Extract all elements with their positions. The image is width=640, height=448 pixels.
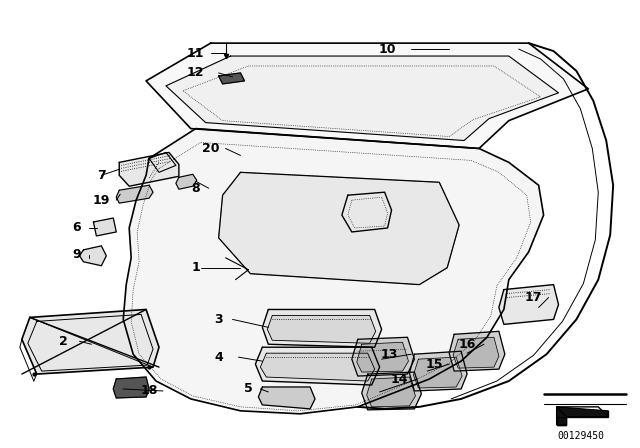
Polygon shape [410, 351, 467, 391]
Text: 11: 11 [187, 47, 205, 60]
Text: 14: 14 [391, 373, 408, 386]
Text: 7: 7 [97, 169, 106, 182]
Polygon shape [219, 73, 244, 84]
Text: 9: 9 [72, 248, 81, 261]
Polygon shape [146, 43, 588, 148]
Polygon shape [449, 332, 505, 371]
Polygon shape [342, 192, 392, 232]
Polygon shape [124, 129, 543, 414]
Polygon shape [119, 152, 179, 186]
Polygon shape [356, 342, 408, 372]
Polygon shape [255, 347, 380, 385]
Text: 6: 6 [72, 221, 81, 234]
Polygon shape [219, 172, 459, 284]
Text: 8: 8 [191, 182, 200, 195]
Text: 00129450: 00129450 [557, 431, 604, 441]
Polygon shape [268, 315, 376, 343]
Text: 16: 16 [458, 338, 476, 351]
Polygon shape [176, 174, 196, 189]
Text: 4: 4 [214, 351, 223, 364]
Text: 19: 19 [93, 194, 110, 207]
Polygon shape [259, 387, 315, 409]
Polygon shape [367, 377, 415, 407]
Text: 17: 17 [525, 291, 543, 304]
Polygon shape [557, 407, 608, 425]
Text: 1: 1 [191, 261, 200, 274]
Text: 15: 15 [426, 358, 443, 370]
Polygon shape [149, 152, 176, 172]
Text: 3: 3 [214, 313, 223, 326]
Text: 18: 18 [140, 384, 157, 397]
Polygon shape [557, 417, 566, 425]
Text: 10: 10 [379, 43, 396, 56]
Text: 5: 5 [244, 383, 253, 396]
Polygon shape [113, 377, 149, 398]
Polygon shape [260, 353, 374, 381]
Text: 2: 2 [60, 335, 68, 348]
Polygon shape [166, 56, 559, 141]
Polygon shape [499, 284, 559, 324]
Polygon shape [362, 372, 421, 410]
Polygon shape [352, 337, 415, 376]
Polygon shape [453, 337, 499, 368]
Text: 20: 20 [202, 142, 220, 155]
Polygon shape [79, 246, 106, 266]
Text: 12: 12 [187, 66, 205, 79]
Polygon shape [93, 218, 116, 236]
Polygon shape [116, 185, 153, 203]
Polygon shape [413, 357, 462, 388]
Text: 13: 13 [381, 348, 398, 361]
Polygon shape [557, 407, 608, 417]
Polygon shape [22, 310, 159, 374]
Polygon shape [262, 310, 381, 347]
